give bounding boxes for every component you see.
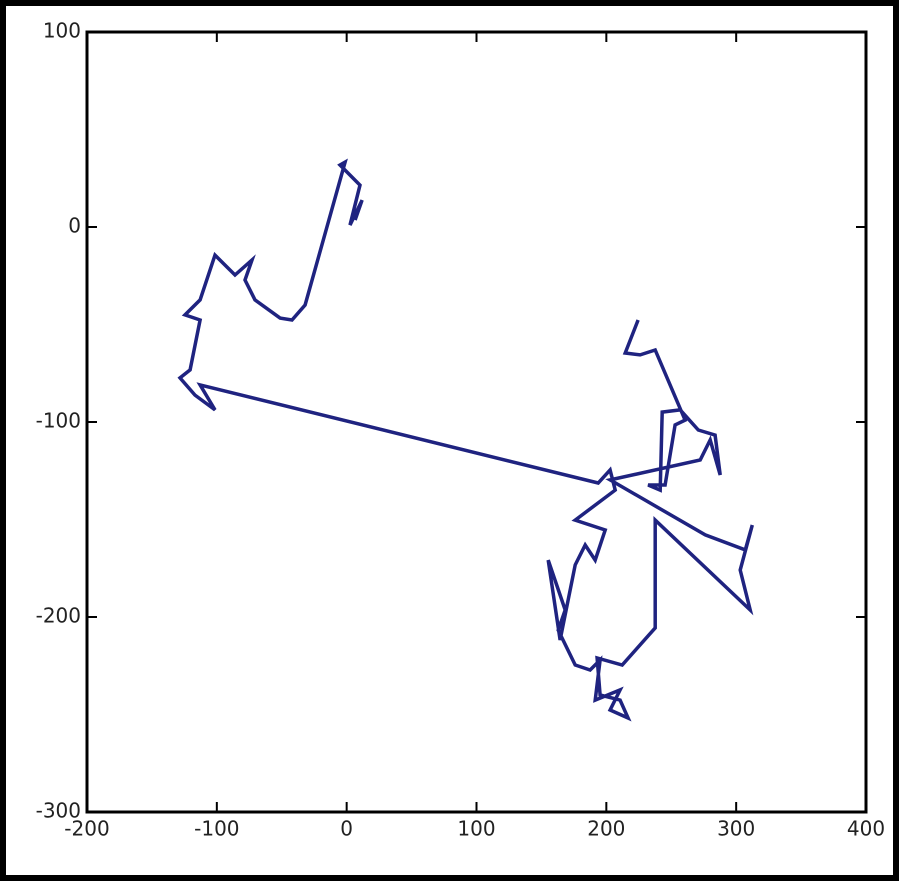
x-tick-label: 200	[587, 817, 625, 841]
y-tick-label: 100	[43, 19, 81, 43]
y-tick-label: 0	[68, 214, 81, 238]
data-line	[177, 158, 754, 722]
plot-area	[87, 32, 866, 812]
x-tick-label: -100	[194, 817, 239, 841]
x-tick-label: 0	[340, 817, 353, 841]
y-tick-label: -100	[36, 409, 81, 433]
y-tick-label: -300	[36, 799, 81, 823]
x-tick-label: 400	[847, 817, 885, 841]
y-tick-label: -200	[36, 604, 81, 628]
x-tick-label: 100	[457, 817, 495, 841]
plot-frame	[85, 30, 868, 814]
x-tick-label: -200	[64, 817, 109, 841]
x-tick-label: 300	[717, 817, 755, 841]
